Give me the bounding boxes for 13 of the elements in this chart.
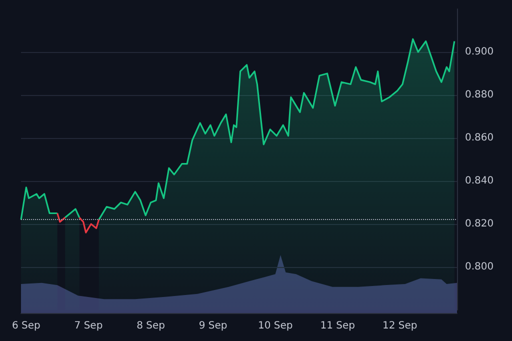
x-tick-label: 10 Sep (258, 320, 293, 332)
x-tick-label: 7 Sep (74, 320, 103, 332)
x-tick-label: 11 Sep (320, 320, 355, 332)
x-tick-label: 12 Sep (382, 320, 418, 332)
x-tick-label: 9 Sep (198, 320, 228, 332)
y-tick-label: 0.820 (465, 218, 494, 230)
y-tick-label: 0.860 (465, 132, 494, 144)
y-tick-label: 0.900 (465, 46, 494, 58)
y-tick-label: 0.880 (465, 90, 494, 100)
y-tick-label: 0.840 (465, 176, 494, 186)
y-tick-label: 0.800 (465, 262, 494, 272)
x-tick-label: 8 Sep (136, 320, 165, 332)
x-tick-label: 6 Sep (12, 320, 40, 332)
